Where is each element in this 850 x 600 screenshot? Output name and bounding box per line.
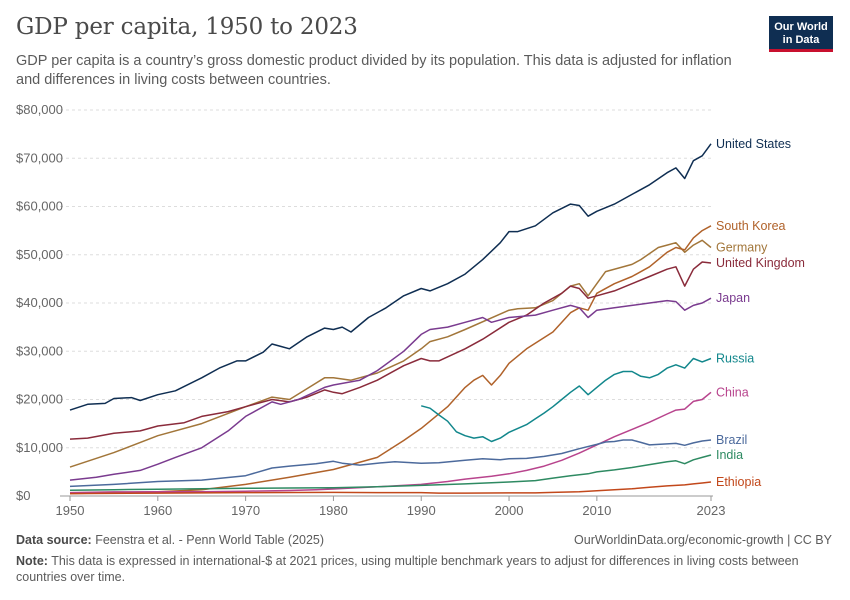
y-tick-label: $0 [16,488,30,503]
series-line-united-kingdom[interactable] [69,261,712,440]
series-line-ethiopia[interactable] [69,481,712,495]
x-tick-label: 1980 [319,503,348,518]
logo-line-1: Our World [774,21,828,33]
series-label-germany[interactable]: Germany [716,241,768,255]
series-label-brazil[interactable]: Brazil [716,433,747,447]
note-label: Note: [16,554,48,568]
series-label-china[interactable]: China [716,385,749,399]
x-tick-label: 1960 [143,503,172,518]
x-tick-label: 2023 [697,503,726,518]
y-tick-label: $70,000 [16,150,63,165]
series-line-south-korea[interactable] [69,225,712,495]
y-tick-label: $60,000 [16,199,63,214]
y-tick-label: $50,000 [16,247,63,262]
chart-title: GDP per capita, 1950 to 2023 [16,14,358,40]
series-label-russia[interactable]: Russia [716,351,754,365]
series-label-japan[interactable]: Japan [716,291,750,305]
y-tick-label: $30,000 [16,343,63,358]
series-line-japan[interactable] [69,297,712,481]
x-tick-label: 1950 [56,503,85,518]
series-line-united-states[interactable] [69,143,712,411]
chart-note: Note: This data is expressed in internat… [16,553,816,585]
source-label: Data source: [16,533,92,547]
series-label-ethiopia[interactable]: Ethiopia [716,475,761,489]
series-label-south-korea[interactable]: South Korea [716,219,786,233]
note-text: This data is expressed in international-… [16,554,799,584]
series-line-germany[interactable] [69,239,712,468]
y-tick-label: $10,000 [16,440,63,455]
series-label-united-states[interactable]: United States [716,137,791,151]
series-line-india[interactable] [69,454,712,491]
series-line-russia[interactable] [421,357,712,443]
y-tick-label: $40,000 [16,295,63,310]
source-text[interactable]: Feenstra et al. - Penn World Table (2025… [95,533,325,547]
logo-line-2: in Data [782,34,820,46]
x-tick-label: 2000 [495,503,524,518]
series-label-india[interactable]: India [716,448,743,462]
series-line-china[interactable] [69,391,712,494]
x-tick-label: 1990 [407,503,436,518]
data-source: Data source: Feenstra et al. - Penn Worl… [16,533,324,547]
series-label-united-kingdom[interactable]: United Kingdom [716,256,805,270]
owid-logo[interactable]: Our World in Data [769,16,833,52]
line-chart[interactable]: $0 $10,000 $20,000 $30,000 $40,000 $50,000 $60… [0,95,850,525]
x-tick-label: 2010 [582,503,611,518]
y-tick-label: $80,000 [16,102,63,117]
chart-subtitle: GDP per capita is a country’s gross dome… [16,53,732,88]
x-tick-label: 1970 [231,503,260,518]
y-tick-label: $20,000 [16,392,63,407]
attribution-link[interactable]: OurWorldinData.org/economic-growth | CC … [574,533,832,547]
series-line-brazil[interactable] [69,439,712,488]
